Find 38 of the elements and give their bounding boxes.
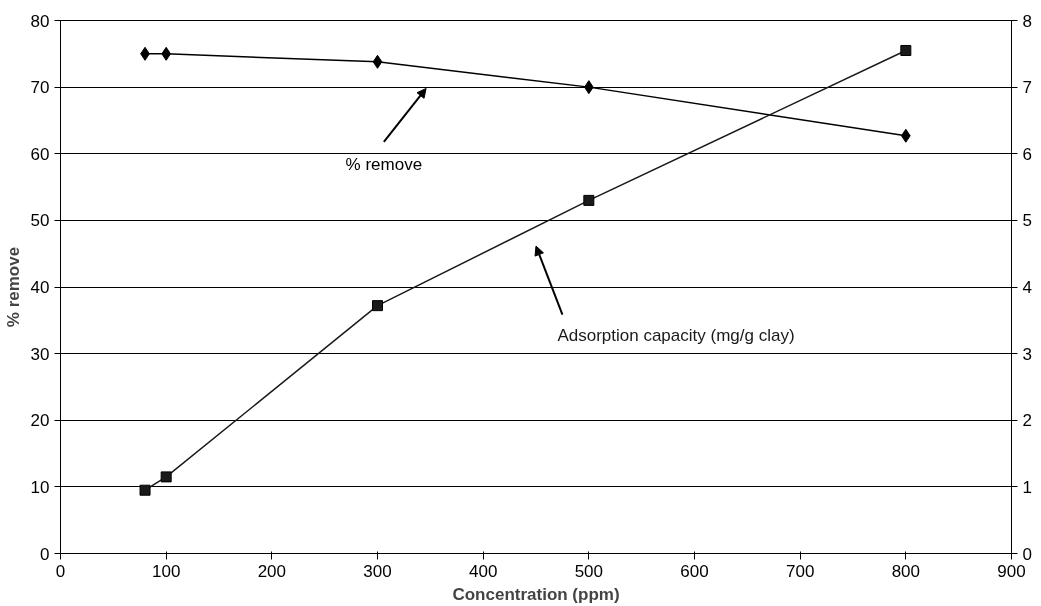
y-tick-label: 50 — [30, 211, 50, 231]
y-tick-label: 0 — [40, 544, 50, 564]
x-axis-title: Concentration (ppm) — [452, 584, 620, 604]
point — [372, 300, 383, 312]
x-tick-label: 900 — [997, 561, 1026, 581]
y2-tick-label: 6 — [1022, 144, 1032, 164]
x-tick-label: 0 — [55, 561, 66, 581]
x-tick-label: 100 — [151, 561, 181, 581]
y2-tick-label: 5 — [1022, 211, 1032, 231]
y2-tick-label: 3 — [1022, 344, 1032, 364]
y2-tick-label: 1 — [1022, 477, 1032, 497]
x-tick-label: 800 — [891, 561, 921, 581]
point — [139, 484, 151, 496]
y2-tick-label: 8 — [1022, 11, 1032, 31]
x-tick-label: 700 — [785, 561, 815, 581]
point — [372, 54, 383, 69]
y-tick-label: 80 — [30, 11, 50, 31]
point — [583, 194, 595, 206]
y2-tick-label: 0 — [1022, 544, 1032, 564]
y-tick-label: 20 — [30, 411, 50, 431]
y-tick-label: 70 — [30, 78, 50, 98]
y-axis-title: % remove — [3, 246, 23, 328]
y2-tick-label: 2 — [1022, 411, 1032, 431]
point — [160, 471, 172, 483]
x-tick-label: 200 — [257, 561, 287, 581]
x-tick-label: 300 — [363, 561, 392, 581]
y2-tick-label: 4 — [1022, 278, 1032, 297]
x-tick-label: 400 — [468, 561, 498, 581]
y-tick-label: 40 — [30, 278, 50, 297]
x-tick-label: 600 — [680, 561, 709, 581]
y-tick-label: 60 — [30, 144, 50, 164]
y-tick-label: 10 — [30, 477, 50, 497]
text: Adsorption capacity (mg/g clay) — [557, 325, 795, 345]
y-tick-label: 30 — [30, 344, 50, 364]
point — [900, 44, 912, 56]
y2-tick-label: 7 — [1022, 78, 1032, 98]
x-tick-label: 500 — [574, 561, 604, 581]
text: % remove — [345, 154, 423, 174]
